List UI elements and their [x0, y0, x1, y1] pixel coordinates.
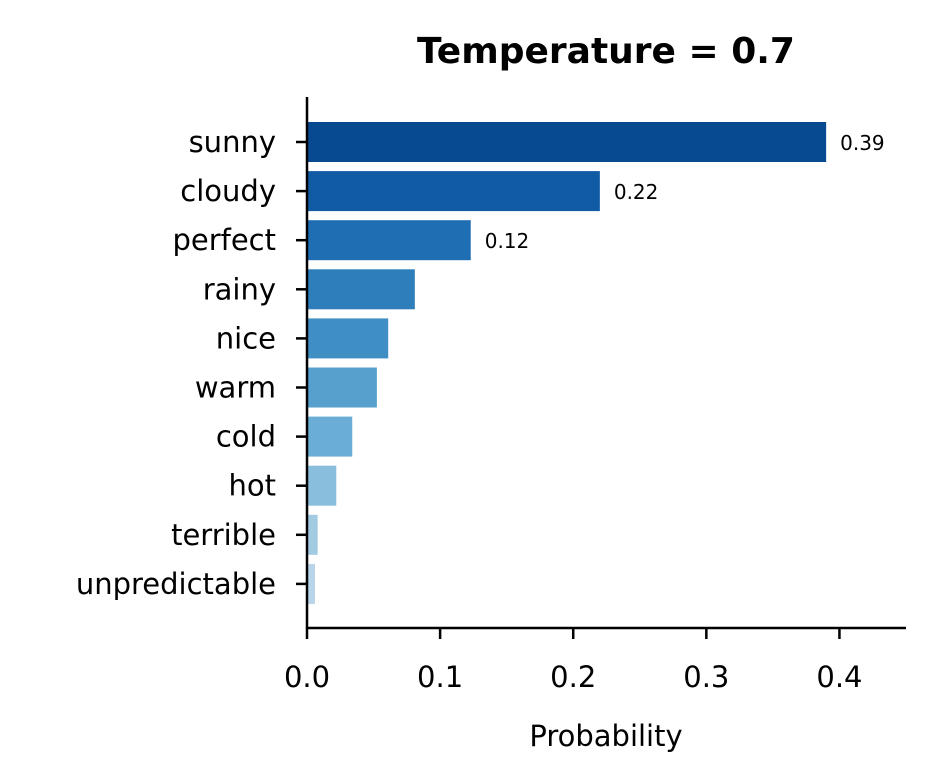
y-tick-label: hot [229, 469, 277, 503]
y-tick-label: cold [216, 420, 276, 454]
y-tick-label: sunny [189, 125, 276, 159]
bar-cloudy [307, 171, 600, 212]
bar-terrible [307, 514, 318, 555]
y-tick-label: warm [195, 371, 276, 405]
bar-rainy [307, 269, 415, 310]
y-tick-label: nice [216, 321, 276, 355]
y-tick-label: cloudy [180, 174, 276, 208]
y-tick-label: unpredictable [76, 567, 276, 601]
data-label: 0.39 [840, 131, 885, 155]
data-label: 0.12 [485, 229, 530, 253]
x-axis-label: Probability [529, 719, 682, 753]
data-label: 0.22 [614, 180, 659, 204]
bar-hot [307, 465, 337, 506]
bar-cold [307, 416, 353, 457]
x-tick-label: 0.4 [816, 660, 862, 694]
bar-perfect [307, 220, 471, 261]
bar-nice [307, 318, 389, 359]
bar-warm [307, 367, 377, 408]
x-tick-label: 0.3 [683, 660, 729, 694]
bar-unpredictable [307, 563, 315, 604]
y-tick-label: perfect [172, 223, 276, 257]
x-tick-label: 0.1 [417, 660, 463, 694]
y-tick-label: terrible [171, 518, 276, 552]
bar-sunny [307, 122, 827, 162]
x-tick-label: 0.0 [284, 660, 330, 694]
y-tick-label: rainy [203, 272, 276, 306]
x-tick-label: 0.2 [550, 660, 596, 694]
chart-title: Temperature = 0.7 [417, 31, 795, 72]
